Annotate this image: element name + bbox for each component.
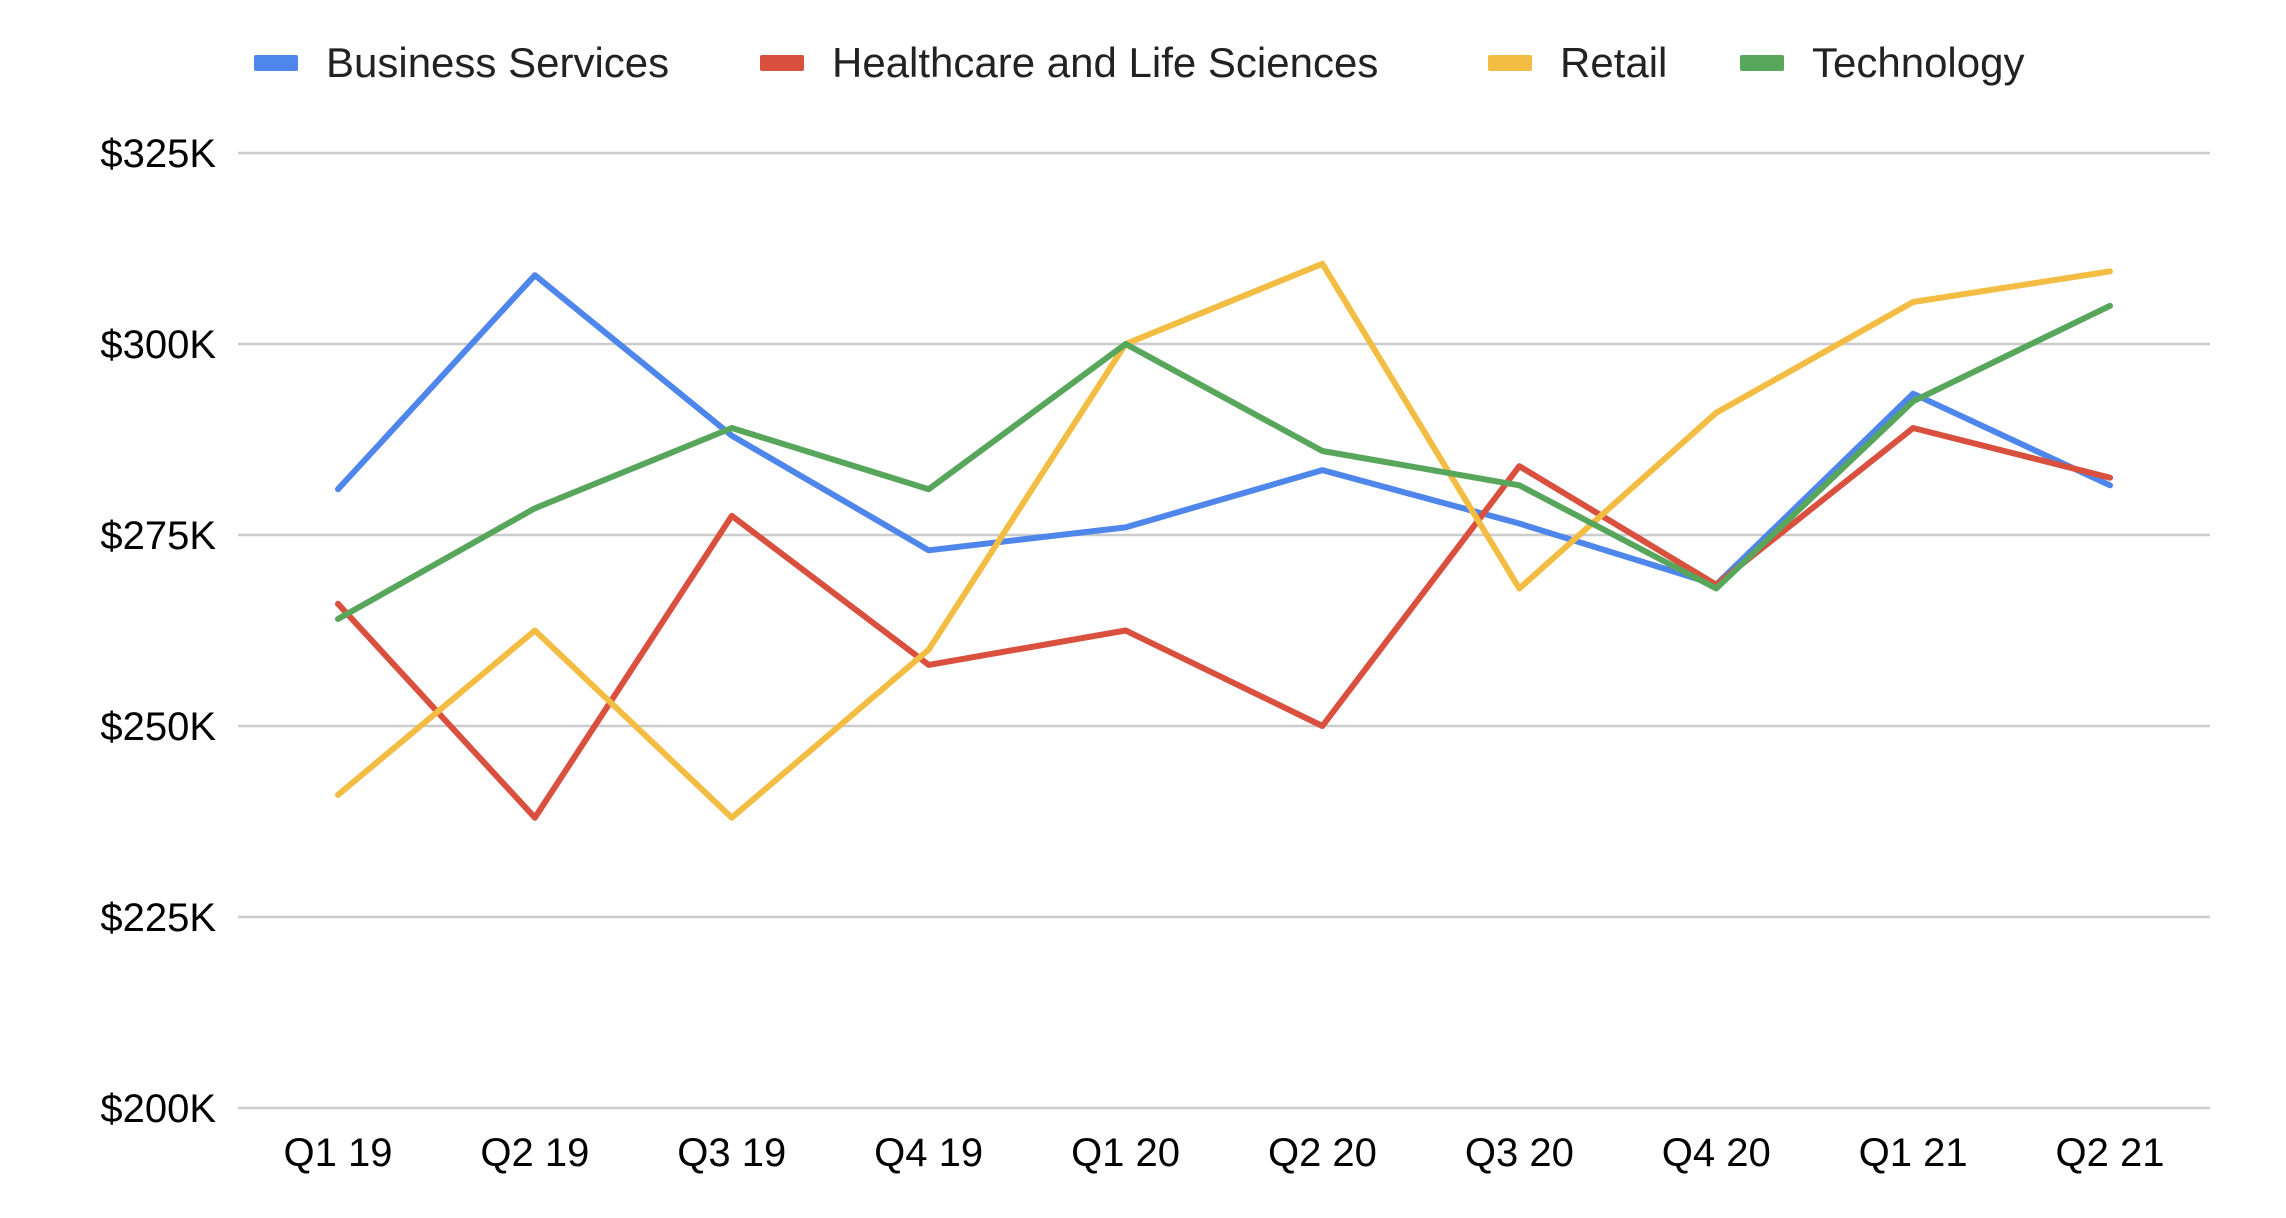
legend-label: Technology — [1812, 39, 2024, 86]
legend-item[interactable]: Business Services — [254, 39, 669, 86]
y-axis-ticks: $200K $225K $250K $275K $300K $325K — [100, 132, 216, 1131]
series-line-technology — [335, 302, 2113, 622]
y-tick-label: $250K — [100, 705, 216, 749]
y-tick-label: $325K — [100, 132, 216, 176]
x-tick-label: Q1 19 — [284, 1131, 393, 1175]
x-tick-label: Q1 20 — [1071, 1131, 1180, 1175]
series-line-business-services — [335, 272, 2113, 588]
legend-label: Retail — [1560, 39, 1667, 86]
legend: Business Services Healthcare and Life Sci… — [254, 39, 2024, 86]
x-tick-label: Q4 20 — [1662, 1131, 1771, 1175]
y-tick-label: $275K — [100, 514, 216, 558]
x-tick-label: Q4 19 — [874, 1131, 983, 1175]
legend-swatch — [254, 55, 298, 71]
legend-item[interactable]: Healthcare and Life Sciences — [760, 39, 1378, 86]
gridlines — [238, 151, 2210, 1110]
y-tick-label: $300K — [100, 323, 216, 367]
x-tick-label: Q2 20 — [1268, 1131, 1377, 1175]
y-tick-label: $200K — [100, 1087, 216, 1131]
legend-swatch — [760, 55, 804, 71]
x-axis-ticks: Q1 19 Q2 19 Q3 19 Q4 19 Q1 20 Q2 20 Q3 20 Q4 20… — [284, 1131, 2165, 1175]
x-tick-label: Q3 19 — [677, 1131, 786, 1175]
legend-label: Business Services — [326, 39, 669, 86]
series-line-retail — [335, 260, 2113, 821]
legend-swatch — [1488, 55, 1532, 71]
legend-item[interactable]: Retail — [1488, 39, 1667, 86]
y-tick-label: $225K — [100, 896, 216, 940]
x-tick-label: Q3 20 — [1465, 1131, 1574, 1175]
legend-item[interactable]: Technology — [1740, 39, 2024, 86]
x-tick-label: Q2 19 — [480, 1131, 589, 1175]
x-tick-label: Q1 21 — [1859, 1131, 1968, 1175]
legend-swatch — [1740, 55, 1784, 71]
x-tick-label: Q2 21 — [2056, 1131, 2165, 1175]
series-line-healthcare-and-life-sciences — [335, 425, 2113, 821]
series-lines — [335, 260, 2113, 821]
legend-label: Healthcare and Life Sciences — [832, 39, 1378, 86]
